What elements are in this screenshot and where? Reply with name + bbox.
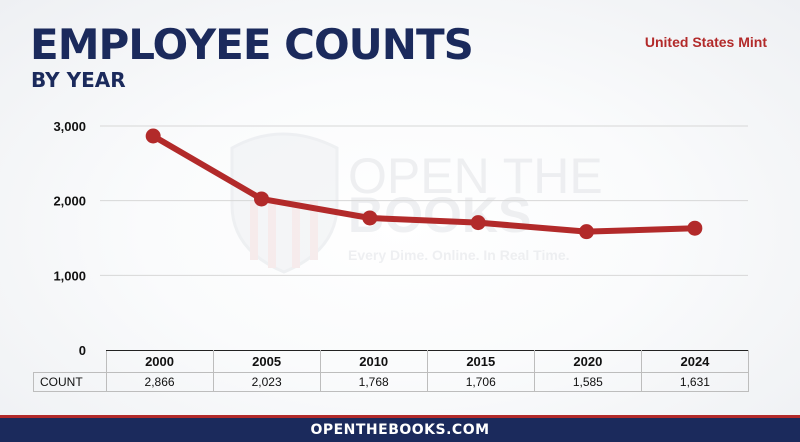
x-tick-label: 2020 [533,350,642,373]
watermark-logo: OPEN THE BOOKS Every Dime. Online. In Re… [230,132,603,274]
grid-layer [100,125,748,276]
data-point [470,215,486,231]
data-label: 2,023 [212,372,321,392]
series-layer [145,128,703,240]
data-table: 2000 2005 2010 2015 2020 2024 COUNT 2,866 2,02… [33,350,750,392]
x-tick-label: 2010 [319,350,428,373]
data-point [687,220,703,236]
x-tick-label: 2000 [105,350,214,373]
data-label: 1,768 [319,372,428,392]
table-corner [34,351,107,373]
x-tick-label: 2015 [426,350,535,373]
y-axis-ticks: 0 1,000 2,000 3,000 [53,119,86,358]
data-label: 1,631 [640,372,750,392]
y-tick-label: 2,000 [53,194,86,209]
y-tick-label: 0 [79,343,86,358]
footer-site-link[interactable]: OPENTHEBOOKS.COM [310,422,490,438]
series-line [150,133,698,235]
x-tick-label: 2024 [640,350,750,373]
count-row: COUNT 2,866 2,023 1,768 1,706 1,585 1,631 [33,372,750,392]
shield-stripe [310,200,318,260]
source-label: United States Mint [644,34,767,50]
shield-stripe [292,200,300,268]
data-point [254,191,269,207]
year-header-row: 2000 2005 2010 2015 2020 2024 [34,350,750,373]
watermark-tagline: Every Dime. Online. In Real Time. [348,247,570,263]
background [0,0,800,415]
data-point [145,128,161,144]
data-label: 1,706 [426,372,535,392]
watermark-line1: OPEN THE [348,148,603,204]
shield-stripe [250,200,258,260]
watermark-line2: BOOKS [348,187,531,243]
data-point [579,224,594,240]
y-tick-label: 1,000 [53,268,86,283]
data-label: 2,866 [105,372,214,392]
shield-stripe [268,200,276,268]
count-row-label: COUNT [33,372,107,392]
data-point [362,210,378,226]
footer: OPENTHEBOOKS.COM [0,418,800,442]
y-tick-label: 3,000 [53,119,86,134]
page-title: EMPLOYEE COUNTS [30,20,474,69]
page-subtitle: BY YEAR [31,68,126,92]
footer-stripe [0,415,800,418]
data-label: 1,585 [533,372,642,392]
x-tick-label: 2005 [212,350,321,373]
